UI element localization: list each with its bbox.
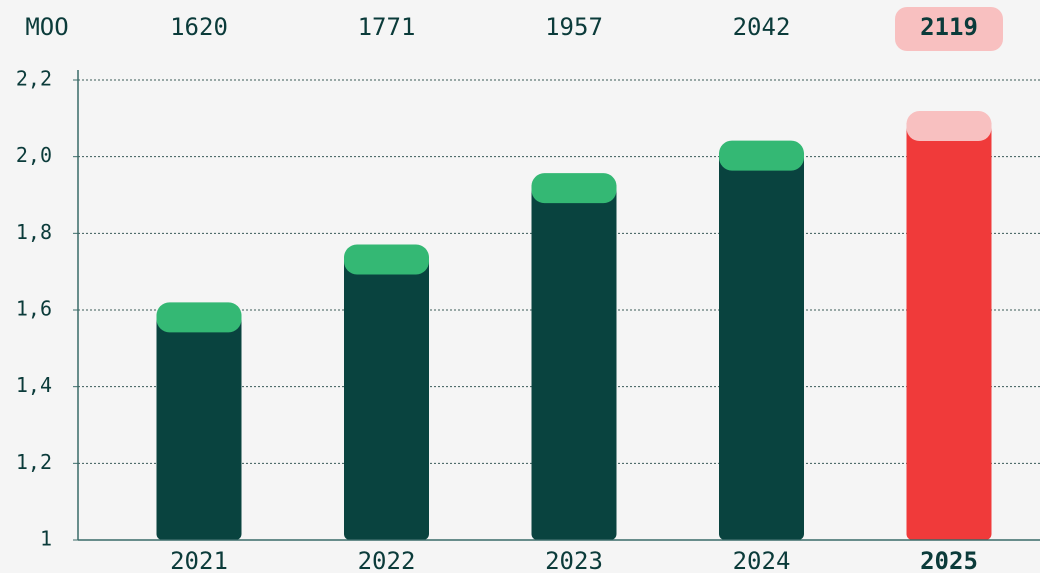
bar-cap xyxy=(719,140,804,171)
x-tick-label: 2022 xyxy=(358,547,416,573)
y-tick-label: 2,0 xyxy=(16,143,52,167)
bar-cap xyxy=(156,302,242,333)
y-tick-label: 1,2 xyxy=(16,450,52,474)
value-label: 2042 xyxy=(733,13,791,41)
bar-cap xyxy=(531,173,617,204)
y-tick-label: 1,8 xyxy=(16,220,52,244)
bar xyxy=(719,148,804,541)
bar xyxy=(344,252,429,540)
x-tick-label: 2025 xyxy=(920,547,978,573)
x-tick-label: 2021 xyxy=(170,547,228,573)
value-label: 1957 xyxy=(545,13,603,41)
x-tick-label: 2024 xyxy=(733,547,791,573)
highlight-pill xyxy=(895,7,1003,51)
y-tick-label: 1 xyxy=(40,527,52,551)
unit-label: MOO xyxy=(25,13,68,41)
bar xyxy=(906,119,992,541)
bar-cap xyxy=(906,111,992,142)
bar xyxy=(156,310,242,540)
bar-cap xyxy=(344,244,429,275)
value-label: 1620 xyxy=(170,13,228,41)
y-tick-label: 1,4 xyxy=(16,373,52,397)
value-label: 1771 xyxy=(358,13,416,41)
y-tick-label: 2,2 xyxy=(16,67,52,91)
bar xyxy=(531,181,617,540)
value-label: 2119 xyxy=(920,13,978,41)
y-tick-label: 1,6 xyxy=(16,297,52,321)
x-tick-label: 2023 xyxy=(545,547,603,573)
